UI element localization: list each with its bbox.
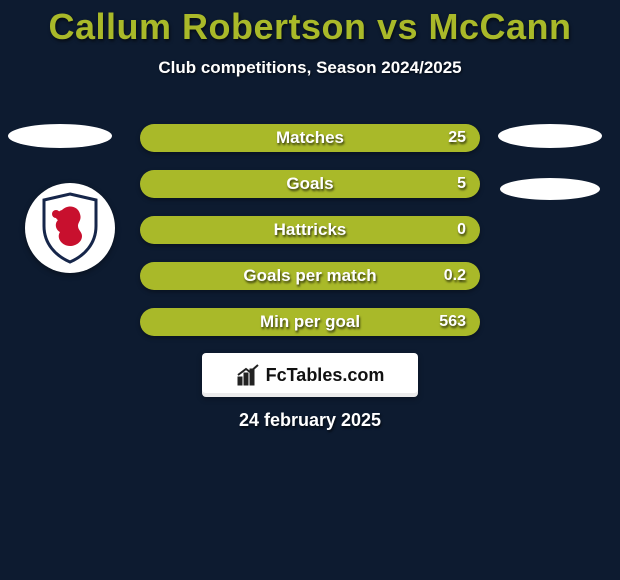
- player-left-placeholder: [8, 124, 112, 148]
- player-right-placeholder-2: [500, 178, 600, 200]
- bar-chart-icon: [236, 363, 260, 387]
- fctables-logo: FcTables.com: [202, 353, 418, 397]
- subtitle: Club competitions, Season 2024/2025: [0, 58, 620, 78]
- stat-bar-value: 0: [457, 221, 466, 239]
- player-right-placeholder-1: [498, 124, 602, 148]
- stat-bar-label: Matches: [140, 128, 480, 148]
- stat-bar-label: Goals: [140, 174, 480, 194]
- club-crest: [25, 183, 115, 273]
- stat-bar-value: 25: [448, 129, 466, 147]
- stat-bar-value: 563: [439, 313, 466, 331]
- stat-bar-label: Hattricks: [140, 220, 480, 240]
- date-text: 24 february 2025: [0, 410, 620, 431]
- stat-bar-value: 5: [457, 175, 466, 193]
- logo-text: FcTables.com: [266, 365, 385, 386]
- stat-bar-label: Goals per match: [140, 266, 480, 286]
- stat-bar: Goals5: [140, 170, 480, 198]
- stat-bar: Min per goal563: [140, 308, 480, 336]
- stat-bar: Matches25: [140, 124, 480, 152]
- stat-bar: Hattricks0: [140, 216, 480, 244]
- stat-bar-value: 0.2: [444, 267, 466, 285]
- stat-bar: Goals per match0.2: [140, 262, 480, 290]
- page-title: Callum Robertson vs McCann: [0, 0, 620, 48]
- stat-bars: Matches25 Goals5 Hattricks0 Goals per match…: [140, 124, 480, 354]
- stat-bar-label: Min per goal: [140, 312, 480, 332]
- content: Callum Robertson vs McCann Club competit…: [0, 0, 620, 580]
- shield-icon: [40, 192, 100, 264]
